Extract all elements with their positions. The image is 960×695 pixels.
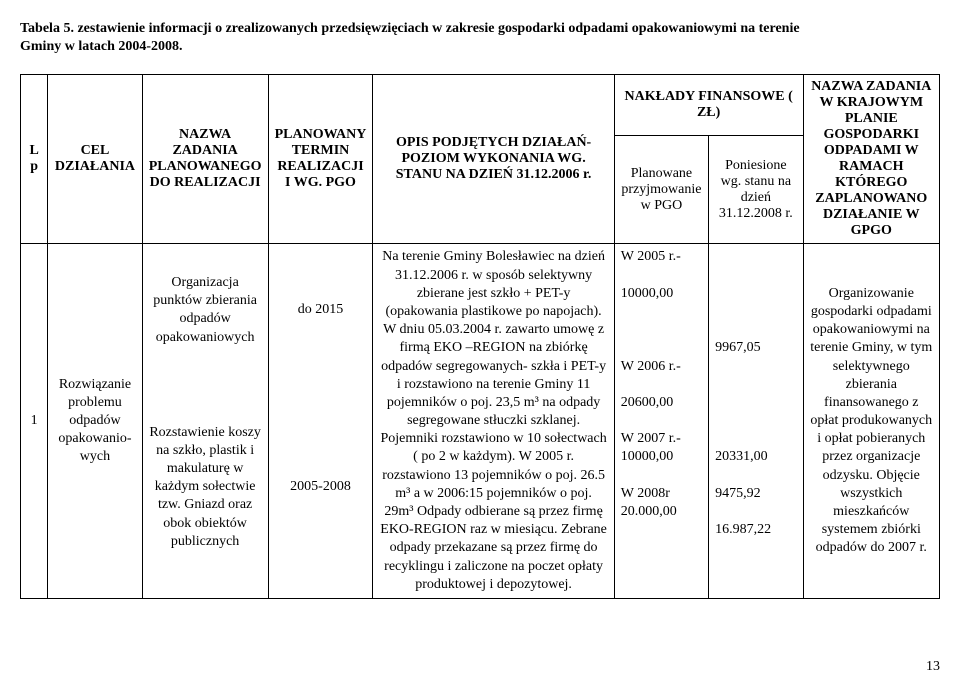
th-nazwa: NAZWA ZADANIA PLANOWANEGO DO REALIZACJI [142,75,268,244]
cell-poniesione: 9967,05 20331,00 9475,92 16.987,22 [709,244,803,599]
caption-line2: Gminy w latach 2004-2008. [20,39,183,54]
data-table: Lp CEL DZIAŁANIA NAZWA ZADANIA PLANOWANE… [20,74,940,599]
th-naklady: NAKŁADY FINANSOWE ( ZŁ) [614,75,803,136]
cell-nazwa1: Organizacja punktów zbierania odpadów op… [142,244,268,377]
th-opis: OPIS PODJĘTYCH DZIAŁAŃ- POZIOM WYKONANIA… [373,75,614,244]
table-caption: Tabela 5. zestawienie informacji o zreal… [20,20,940,56]
th-planowane: Planowane przyjmowanie w PGO [614,136,708,244]
th-poniesione: Poniesione wg. stanu na dzień 31.12.2008… [709,136,803,244]
cell-nazwa2: Rozstawienie koszy na szkło, plastik i m… [142,377,268,599]
caption-line1: Tabela 5. zestawienie informacji o zreal… [20,21,800,36]
page-number: 13 [20,659,940,675]
cell-opis: Na terenie Gminy Bolesławiec na dzień 31… [373,244,614,599]
th-termin: PLANOWANY TERMIN REALIZACJI I WG. PGO [268,75,373,244]
th-cel: CEL DZIAŁANIA [48,75,142,244]
cell-planowane: W 2005 r.- 10000,00 W 2006 r.- 20600,00 … [614,244,708,599]
cell-gpgo: Organizowanie gospodarki odpadami opakow… [803,244,939,599]
th-gpgo: NAZWA ZADANIA W KRAJOWYM PLANIE GOSPODAR… [803,75,939,244]
header-row-1: Lp CEL DZIAŁANIA NAZWA ZADANIA PLANOWANE… [21,75,940,136]
cell-termin1: do 2015 [268,244,373,377]
cell-lp: 1 [21,244,48,599]
cell-termin2: 2005-2008 [268,377,373,599]
table-row: 1 Rozwiązanie problemu odpadów opakowani… [21,244,940,377]
cell-cel: Rozwiązanie problemu odpadów opakowanio-… [48,244,142,599]
th-lp: Lp [21,75,48,244]
